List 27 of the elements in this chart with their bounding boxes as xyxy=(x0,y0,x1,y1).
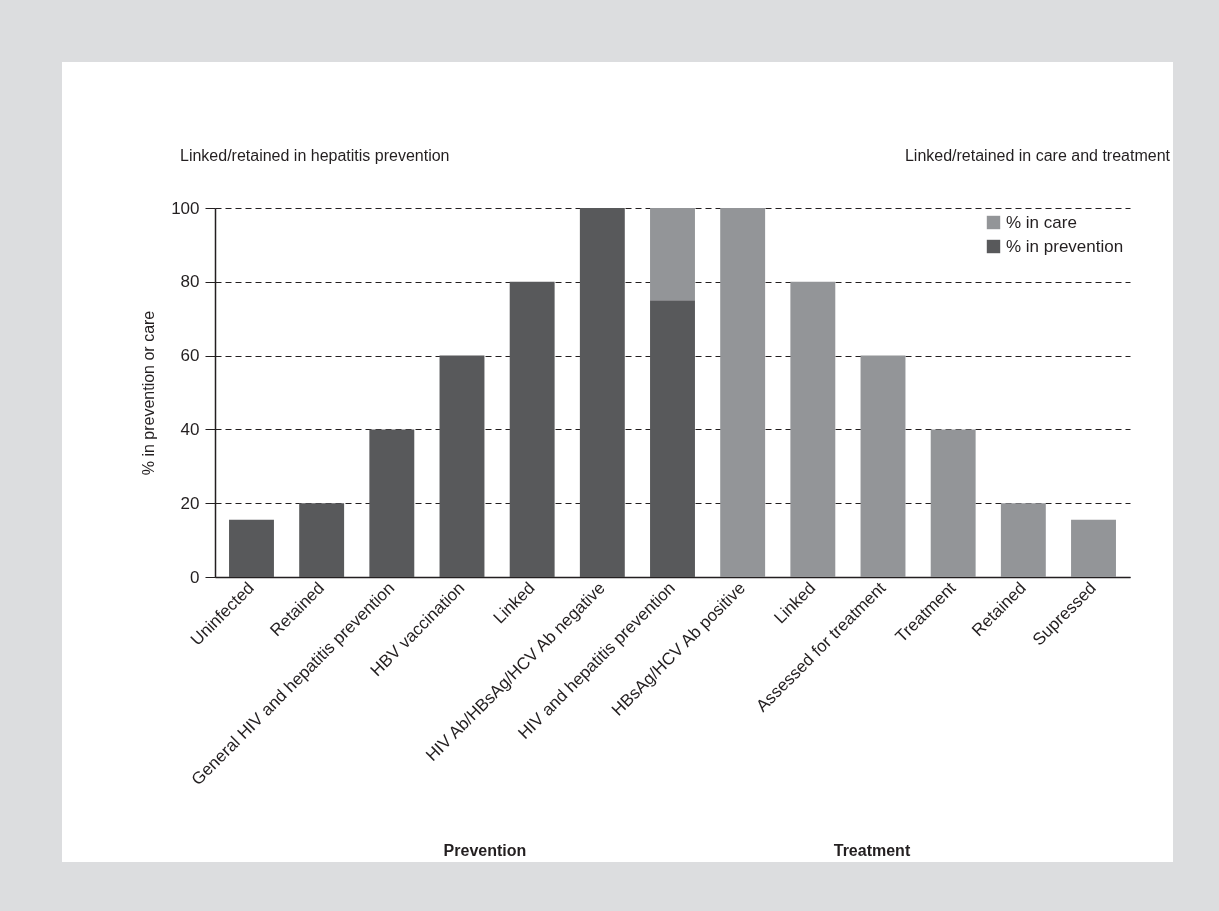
bar xyxy=(579,208,625,577)
y-axis-title: % in prevention or care xyxy=(140,310,158,476)
bar xyxy=(930,429,976,577)
y-tick-label: 100 xyxy=(171,198,200,218)
bar xyxy=(1071,519,1116,577)
legend-label: % in prevention xyxy=(1006,236,1124,256)
bar xyxy=(650,208,695,301)
bar xyxy=(650,300,695,577)
y-tick-label: 0 xyxy=(190,567,200,587)
bar xyxy=(299,503,345,577)
text: Treatment xyxy=(833,842,911,859)
y-tick-label: 60 xyxy=(180,346,200,366)
bar xyxy=(509,281,555,577)
y-tick-label: 20 xyxy=(180,493,200,513)
bar xyxy=(860,355,906,577)
text: Linked/retained in hepatitis prevention xyxy=(180,147,450,164)
bar xyxy=(369,429,415,577)
bar xyxy=(790,281,836,577)
bar xyxy=(229,519,274,577)
y-tick-label: 80 xyxy=(180,272,200,292)
legend-label: % in care xyxy=(1006,212,1077,232)
bar xyxy=(1000,503,1046,577)
text: Linked/retained in care and treatment xyxy=(904,147,1171,164)
text: Prevention xyxy=(443,842,527,859)
y-tick-label: 40 xyxy=(180,419,200,439)
bar xyxy=(720,208,766,577)
bar xyxy=(439,355,485,577)
